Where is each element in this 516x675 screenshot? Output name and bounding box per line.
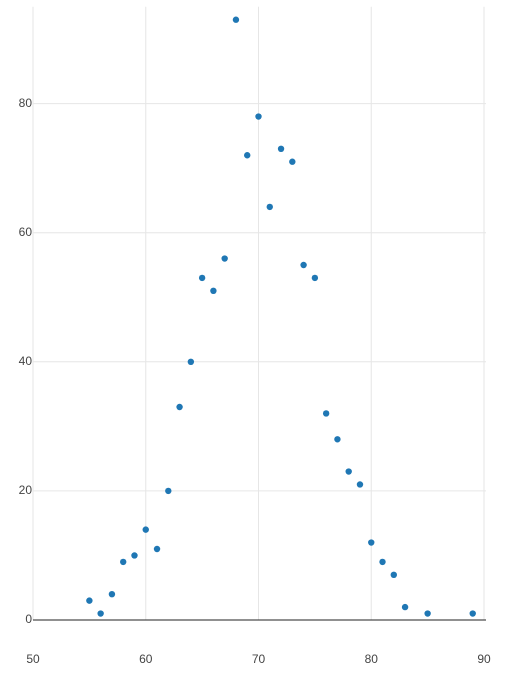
point (334, 436, 341, 443)
point (379, 558, 386, 566)
point (266, 203, 273, 211)
point (131, 552, 138, 559)
point (165, 487, 172, 495)
point (356, 481, 364, 488)
point (210, 287, 217, 295)
point (424, 610, 431, 617)
point (311, 274, 319, 282)
point (142, 526, 149, 533)
point (232, 16, 240, 23)
point (176, 403, 183, 411)
point (221, 255, 228, 262)
point (289, 158, 296, 165)
point (401, 603, 409, 611)
point (153, 545, 161, 553)
point (97, 610, 104, 617)
point (108, 590, 116, 598)
point (86, 597, 93, 604)
y-tick-label: 40 (19, 354, 33, 368)
point (277, 145, 285, 153)
point (390, 571, 397, 579)
x-tick-label: 70 (252, 652, 266, 666)
point (255, 113, 262, 120)
point (345, 468, 352, 475)
y-tick-label: 0 (25, 612, 32, 626)
point (120, 558, 127, 566)
x-tick-label: 80 (365, 652, 379, 666)
x-tick-label: 60 (139, 652, 153, 666)
point (368, 539, 375, 546)
y-tick-label: 60 (19, 225, 33, 239)
point (244, 152, 251, 159)
point (469, 610, 476, 617)
point (300, 261, 307, 269)
point (187, 358, 195, 366)
x-tick-label: 90 (477, 652, 491, 666)
y-tick-label: 80 (19, 96, 33, 110)
y-tick-label: 20 (19, 483, 33, 497)
point (198, 274, 206, 282)
point (322, 410, 330, 417)
x-tick-label: 50 (26, 652, 40, 666)
